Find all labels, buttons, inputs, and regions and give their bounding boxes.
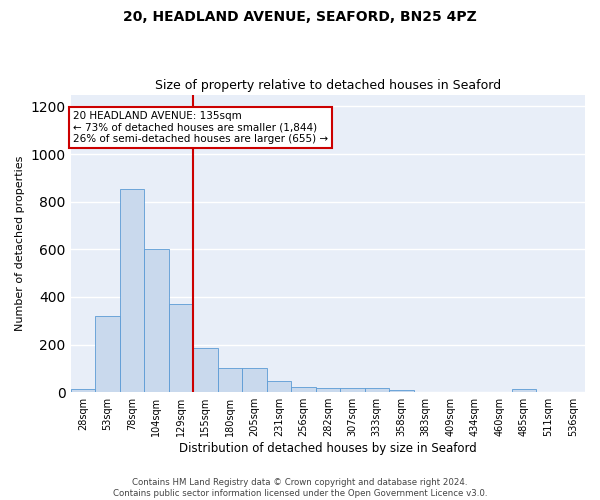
Bar <box>169 304 193 392</box>
Bar <box>316 388 340 392</box>
Bar <box>71 388 95 392</box>
Text: 20, HEADLAND AVENUE, SEAFORD, BN25 4PZ: 20, HEADLAND AVENUE, SEAFORD, BN25 4PZ <box>123 10 477 24</box>
Bar <box>144 250 169 392</box>
Bar <box>119 188 144 392</box>
X-axis label: Distribution of detached houses by size in Seaford: Distribution of detached houses by size … <box>179 442 476 455</box>
Bar <box>95 316 119 392</box>
Text: 20 HEADLAND AVENUE: 135sqm
← 73% of detached houses are smaller (1,844)
26% of s: 20 HEADLAND AVENUE: 135sqm ← 73% of deta… <box>73 111 328 144</box>
Bar <box>242 368 266 392</box>
Bar <box>291 388 316 392</box>
Bar <box>512 388 536 392</box>
Bar <box>218 368 242 392</box>
Bar <box>365 388 389 392</box>
Title: Size of property relative to detached houses in Seaford: Size of property relative to detached ho… <box>155 79 501 92</box>
Bar <box>266 381 291 392</box>
Bar <box>193 348 218 392</box>
Text: Contains HM Land Registry data © Crown copyright and database right 2024.
Contai: Contains HM Land Registry data © Crown c… <box>113 478 487 498</box>
Y-axis label: Number of detached properties: Number of detached properties <box>15 156 25 331</box>
Bar <box>340 388 365 392</box>
Bar <box>389 390 413 392</box>
